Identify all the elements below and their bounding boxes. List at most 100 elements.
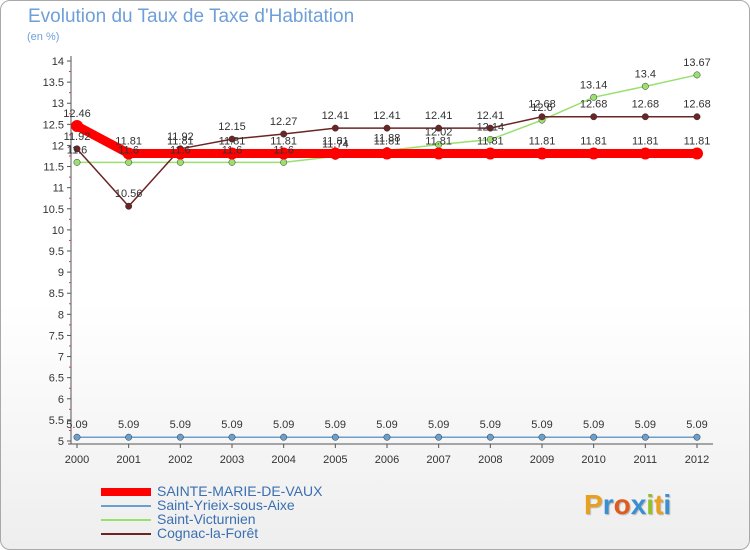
legend-label: Saint-Victurnien	[157, 511, 256, 527]
data-label: 11.6	[222, 144, 243, 156]
legend-swatch	[101, 505, 151, 507]
data-label: 11.81	[529, 135, 556, 147]
y-tick-label: 12.5	[43, 119, 64, 131]
data-point	[383, 433, 391, 441]
y-tick-label: 10	[52, 225, 64, 237]
data-label: 5.09	[480, 419, 501, 431]
data-point	[71, 120, 83, 133]
data-point	[176, 433, 184, 441]
x-tick-label: 2004	[271, 454, 295, 466]
data-point	[226, 147, 238, 160]
logo-letter: i	[663, 489, 672, 520]
data-point	[693, 433, 701, 441]
y-tick-label: 5	[58, 436, 64, 448]
x-tick-label: 2007	[426, 454, 450, 466]
y-tick-label: 12	[52, 140, 64, 152]
y-tick-label: 9	[58, 267, 64, 279]
y-tick-label: 6.5	[49, 373, 64, 385]
y-tick-label: 11	[53, 183, 64, 195]
data-label: 5.09	[531, 419, 552, 431]
data-label: 11.81	[219, 135, 246, 147]
data-point	[693, 113, 701, 121]
data-point	[125, 202, 133, 210]
data-label: 11.81	[632, 135, 659, 147]
data-label: 11.81	[425, 135, 452, 147]
data-label: 5.09	[428, 419, 449, 431]
x-tick-label: 2000	[65, 454, 89, 466]
data-point	[73, 145, 81, 153]
data-label: 12.68	[632, 99, 660, 111]
data-label: 11.6	[67, 144, 88, 156]
data-point	[228, 158, 236, 166]
data-label: 5.09	[66, 419, 87, 431]
data-point	[383, 124, 391, 132]
data-label: 11.92	[64, 131, 91, 143]
data-label: 12.68	[580, 99, 608, 111]
data-label: 11.81	[477, 135, 504, 147]
data-point	[435, 433, 443, 441]
data-label: 12.15	[218, 121, 246, 133]
data-point	[486, 433, 494, 441]
data-point	[122, 147, 135, 160]
data-label: 5.09	[170, 419, 191, 431]
y-tick-label: 10.5	[43, 204, 64, 216]
data-label: 5.09	[583, 419, 604, 431]
data-label: 11.92	[167, 131, 194, 143]
legend-label: SAINTE-MARIE-DE-VAUX	[157, 483, 323, 499]
y-tick-label: 5.5	[49, 415, 64, 427]
data-label: 11.81	[580, 135, 607, 147]
logo-letter: r	[602, 489, 614, 520]
data-point	[435, 124, 443, 132]
data-label: 12.41	[373, 110, 401, 122]
data-label: 11.81	[322, 135, 349, 147]
y-tick-label: 6	[58, 394, 64, 406]
x-tick-label: 2012	[685, 454, 709, 466]
data-label: 12.02	[425, 127, 453, 139]
data-point	[484, 147, 497, 160]
y-tick-label: 13.5	[43, 77, 64, 89]
data-label: 11.81	[684, 135, 711, 147]
data-point	[329, 147, 342, 160]
data-label: 12.68	[683, 99, 711, 111]
data-label: 12.41	[477, 110, 505, 122]
data-point	[587, 147, 600, 160]
y-tick-label: 13	[52, 98, 64, 110]
data-point	[176, 158, 184, 166]
x-tick-label: 2011	[634, 454, 658, 466]
data-label: 12.68	[528, 99, 556, 111]
data-label: 13.4	[635, 68, 656, 80]
data-label: 11.81	[167, 135, 194, 147]
data-label: 5.09	[635, 419, 656, 431]
data-label: 5.09	[376, 419, 397, 431]
data-label: 12.46	[63, 108, 91, 120]
data-point	[639, 147, 652, 160]
data-label: 5.09	[325, 419, 346, 431]
logo-letter: o	[613, 489, 631, 520]
data-point	[641, 433, 649, 441]
data-label: 5.09	[118, 419, 139, 431]
data-point	[536, 147, 548, 160]
x-tick-label: 2002	[168, 454, 192, 466]
data-point	[280, 433, 288, 441]
data-label: 12.14	[477, 122, 505, 134]
data-label: 11.74	[322, 138, 349, 150]
legend-label: Cognac-la-Forêt	[157, 525, 259, 541]
data-label: 12.27	[270, 116, 298, 128]
data-label: 5.09	[686, 419, 707, 431]
data-label: 5.09	[221, 419, 242, 431]
proxiti-logo: Proxiti	[584, 489, 671, 521]
data-point	[590, 113, 598, 121]
data-point	[125, 158, 133, 166]
x-tick-label: 2010	[581, 454, 605, 466]
logo-letter: x	[630, 489, 647, 520]
data-point	[691, 147, 703, 160]
chart-subtitle: (en %)	[27, 31, 60, 43]
logo-letter: i	[646, 489, 655, 520]
logo-letter: t	[654, 489, 664, 520]
data-point	[277, 147, 290, 160]
x-tick-label: 2009	[530, 454, 554, 466]
data-label: 5.09	[273, 419, 294, 431]
data-label: 11.6	[170, 144, 191, 156]
